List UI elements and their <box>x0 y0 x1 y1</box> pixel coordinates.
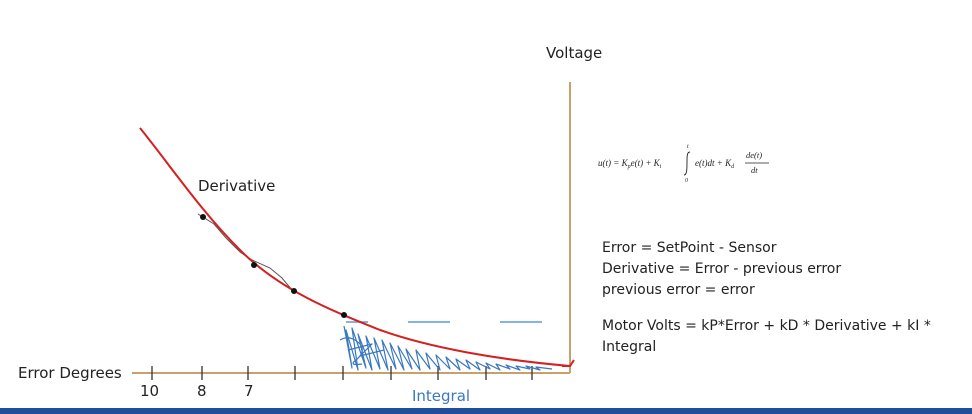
formula-upper-limit: t <box>687 144 689 150</box>
tick-label-8: 8 <box>197 382 207 400</box>
equation-error: Error = SetPoint - Sensor <box>602 240 777 256</box>
svg-text:u(t) = Kpe(t) + Ki: u(t) = Kpe(t) + Ki <box>598 158 662 170</box>
integral-area-scribble <box>339 325 553 371</box>
svg-text:e(t)dt + Kd: e(t)dt + Kd <box>695 158 735 170</box>
tick-label-10: 10 <box>140 382 160 400</box>
equation-previous-error: previous error = error <box>602 282 755 298</box>
error-degrees-label: Error Degrees <box>18 364 122 382</box>
formula-lower-limit: 0 <box>685 178 688 182</box>
formula-integrand: e(t)dt + K <box>695 158 732 168</box>
sample-point <box>200 214 206 220</box>
formula-numerator: de(t) <box>746 150 762 160</box>
equation-derivative: Derivative = Error - previous error <box>602 261 842 277</box>
formula-lhs: u(t) = K <box>598 158 629 168</box>
bottom-bar <box>0 408 972 414</box>
formula-p-sub: p <box>627 164 631 170</box>
pid-formula: u(t) = Kpe(t) + Ki t 0 e(t)dt + Kd de(t)… <box>598 142 788 184</box>
formula-d-sub: d <box>731 164 735 170</box>
integral-label: Integral <box>412 387 471 405</box>
motor-volts-equation: Motor Volts = kP*Error + kD * Derivative… <box>602 318 931 355</box>
tick-label-7: 7 <box>244 382 254 400</box>
formula-term1: e(t) + K <box>631 158 661 168</box>
voltage-label: Voltage <box>546 44 603 62</box>
integral-sign <box>683 151 691 176</box>
tangent-sketch <box>197 213 293 291</box>
error-curve <box>139 127 571 367</box>
sample-point <box>341 312 347 318</box>
derivative-label: Derivative <box>198 177 276 195</box>
curve-end-hook <box>562 359 575 367</box>
formula-i-sub: i <box>660 164 662 170</box>
formula-denominator: dt <box>751 165 758 175</box>
equations-block: Error = SetPoint - Sensor Derivative = E… <box>602 238 841 301</box>
sample-point <box>251 262 257 268</box>
sample-point <box>291 288 297 294</box>
